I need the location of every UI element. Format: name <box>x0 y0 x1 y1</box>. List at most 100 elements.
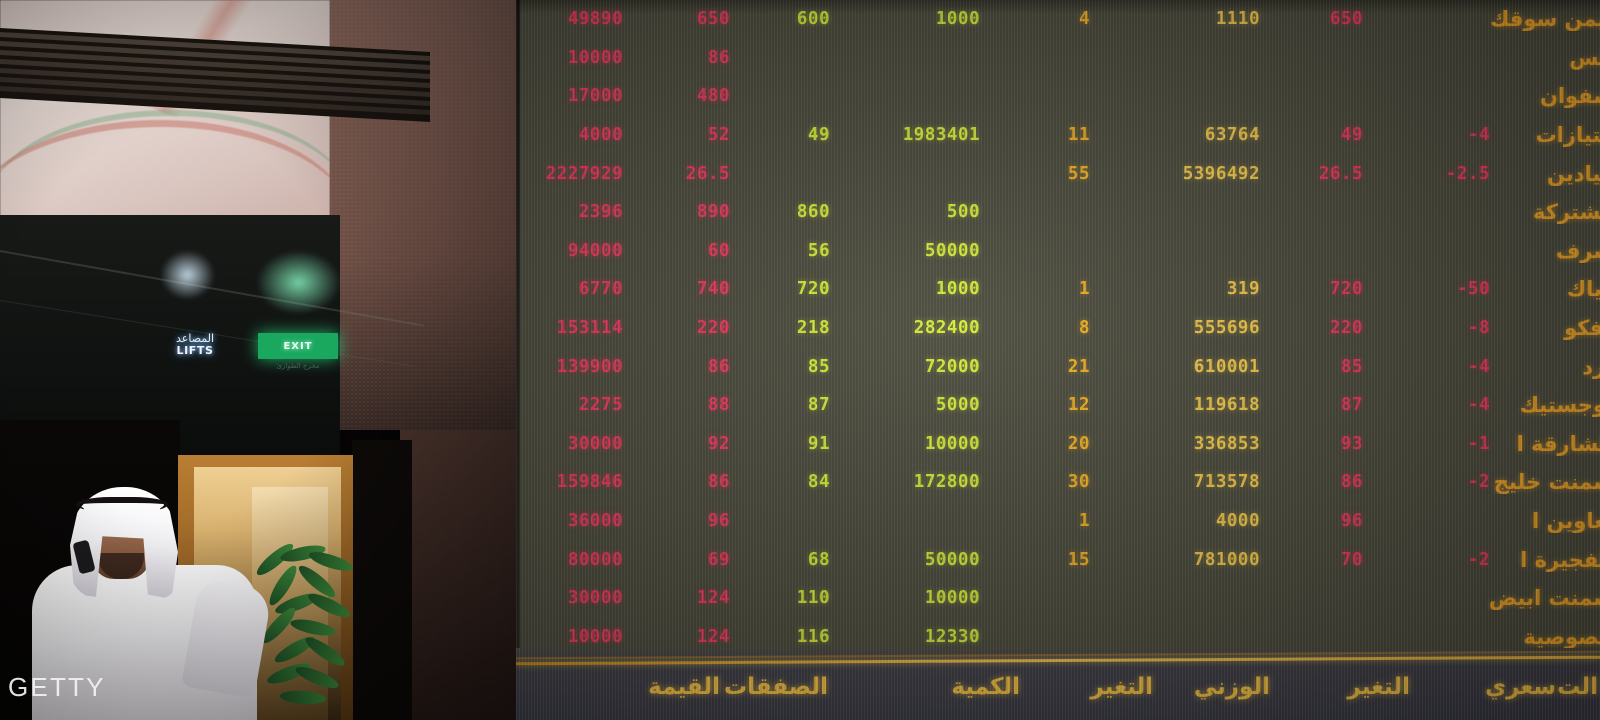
cell-company-name: خصوصية <box>1523 624 1600 649</box>
cell-company-name: تعاوين ا <box>1532 509 1600 534</box>
cell-company-name: سمنت ابيض <box>1488 586 1600 611</box>
cell-company-name: سفوان <box>1539 84 1600 109</box>
cell-company-name: ائس <box>1569 45 1600 70</box>
table-row: 153114 220 218 282400 8 555696 220 -8 دفكو <box>516 309 1600 348</box>
cell-price: 720 <box>1329 279 1363 300</box>
header-change-1: التغير <box>1090 674 1153 700</box>
cell-trades: 4 <box>1078 9 1090 30</box>
cell-value: 30000 <box>567 433 623 454</box>
cell-qty: 218 <box>796 318 830 339</box>
company-name-clip: مشتركة <box>1454 193 1600 232</box>
cell-change1: 50000 <box>924 240 980 261</box>
cell-weighted: 610001 <box>1193 356 1260 377</box>
cell-qty: 116 <box>796 626 830 647</box>
cell-deals: 69 <box>707 549 730 570</box>
table-row: 6770 740 720 1000 1 319 720 -50 رياك <box>516 270 1600 309</box>
cell-price: 650 <box>1329 9 1363 30</box>
cell-value: 2227929 <box>545 163 623 184</box>
cell-qty: 860 <box>796 202 830 223</box>
cell-weighted: 63764 <box>1204 125 1260 146</box>
company-name-clip: ميادين <box>1454 154 1600 193</box>
cell-qty: 87 <box>807 395 830 416</box>
board-top-shadow <box>516 0 1600 14</box>
cell-qty: 84 <box>807 472 830 493</box>
cell-change1: 10000 <box>924 588 980 609</box>
table-row: 2275 88 87 5000 12 119618 87 -4 لوجستيك <box>516 386 1600 425</box>
cell-qty: 720 <box>796 279 830 300</box>
cell-company-name: دفكو <box>1564 316 1600 341</box>
cell-value: 94000 <box>567 240 623 261</box>
header-change-2: التغير <box>1347 674 1410 700</box>
cell-value: 80000 <box>567 549 623 570</box>
getty-watermark: GETTY <box>8 672 106 702</box>
cell-deals: 92 <box>707 433 730 454</box>
cell-trades: 11 <box>1067 125 1090 146</box>
cell-change1: 1000 <box>935 9 980 30</box>
cell-value: 17000 <box>567 86 623 107</box>
cell-value: 49890 <box>567 9 623 30</box>
cell-change1: 50000 <box>924 549 980 570</box>
lifts-sign: المصاعد LIFTS <box>155 332 235 358</box>
cell-price: 26.5 <box>1318 163 1363 184</box>
cell-company-name: متيازات <box>1535 123 1600 148</box>
cell-trades: 1 <box>1078 279 1090 300</box>
cell-change2: -1 <box>1467 433 1490 454</box>
cell-trades: 12 <box>1067 395 1090 416</box>
cell-change2: -8 <box>1467 318 1490 339</box>
cell-qty: 68 <box>807 549 830 570</box>
board-left-edge <box>516 0 520 720</box>
cell-weighted: 555696 <box>1193 318 1260 339</box>
lifts-sign-english: LIFTS <box>176 344 214 358</box>
table-row: 2396 890 860 500 مشتركة <box>516 193 1600 232</box>
cell-deals: 60 <box>707 240 730 261</box>
cell-trades: 21 <box>1067 356 1090 377</box>
exit-sign: EXIT <box>258 333 338 359</box>
cell-value: 2396 <box>578 202 623 223</box>
lobby-photo: المصاعد LIFTS EXIT مخرج الطوارئ GETTY <box>0 0 516 720</box>
cell-value: 159846 <box>556 472 623 493</box>
table-row: 30000 124 110 10000 سمنت ابيض <box>516 579 1600 618</box>
cell-weighted: 5396492 <box>1182 163 1260 184</box>
cell-price: 49 <box>1340 125 1363 146</box>
header-quantity: الكمية <box>951 674 1020 700</box>
company-name-clip: الفجيرة ا <box>1454 540 1600 579</box>
cell-value: 153114 <box>556 318 623 339</box>
cell-price: 85 <box>1340 356 1363 377</box>
cell-weighted: 119618 <box>1193 395 1260 416</box>
company-name-clip: ائس <box>1454 39 1600 78</box>
table-row: 94000 60 56 50000 شرف <box>516 232 1600 271</box>
cell-qty: 85 <box>807 356 830 377</box>
cell-company-name: ميادين <box>1546 161 1600 186</box>
cell-change2: -50 <box>1456 279 1490 300</box>
header-weighted: الوزني <box>1193 674 1270 700</box>
exit-sign-label: EXIT <box>283 340 313 352</box>
table-row: 159846 86 84 172800 30 713578 86 -2سمنت خليج <box>516 463 1600 502</box>
exit-sign-subtitle: مخرج الطوارئ <box>276 362 320 370</box>
cell-deals: 86 <box>707 472 730 493</box>
company-name-clip: برد <box>1454 347 1600 386</box>
cell-deals: 480 <box>696 86 730 107</box>
ticker-rows: 49890650600100041110650بيمن سوقك1000086ا… <box>516 0 1600 656</box>
cell-value: 6770 <box>578 279 623 300</box>
cell-value: 4000 <box>578 125 623 146</box>
cell-price: 96 <box>1340 511 1363 532</box>
ceiling-light-glow <box>160 250 215 300</box>
cell-weighted: 781000 <box>1193 549 1260 570</box>
cell-company-name: لوجستيك <box>1519 393 1600 418</box>
cell-price: 93 <box>1340 433 1363 454</box>
cell-company-name: شرف <box>1555 238 1600 263</box>
cell-deals: 124 <box>696 626 730 647</box>
header-edge: الت <box>1557 674 1598 700</box>
company-name-clip: دفكو <box>1454 309 1600 348</box>
header-value: القيمة <box>648 674 720 700</box>
cell-weighted: 4000 <box>1215 511 1260 532</box>
table-row: 30000 92 91 10000 20 336853 93 -1 الشارقة ا <box>516 425 1600 464</box>
table-row: 10000 86 ائس <box>516 39 1600 78</box>
header-price: سعري <box>1485 674 1556 700</box>
granite-column-lower <box>400 430 516 720</box>
table-row: 80000 69 68 50000 15 781000 70 -2 الفجيرة ا <box>516 540 1600 579</box>
cell-change1: 500 <box>946 202 980 223</box>
cell-trades: 55 <box>1067 163 1090 184</box>
company-name-clip: متيازات <box>1454 116 1600 155</box>
